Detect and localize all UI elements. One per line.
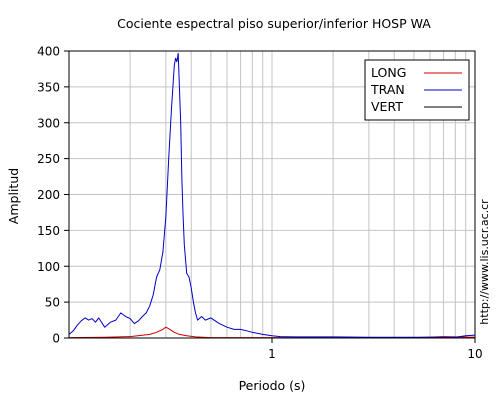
y-tick-label: 50: [45, 296, 60, 310]
y-tick-label: 100: [37, 260, 60, 274]
legend-label-vert: VERT: [371, 99, 403, 114]
legend-label-long: LONG: [371, 65, 406, 80]
legend: LONG TRAN VERT: [364, 59, 470, 121]
y-tick-label: 200: [37, 188, 60, 202]
y-axis-label: Amplitud: [6, 168, 21, 224]
y-tick-label: 250: [37, 152, 60, 166]
x-axis-ticks: 1 10: [268, 338, 483, 361]
y-tick-label: 300: [37, 116, 60, 130]
y-tick-label: 400: [37, 45, 60, 59]
y-tick-label: 150: [37, 224, 60, 238]
y-tick-label: 350: [37, 80, 60, 94]
x-tick-label: 10: [467, 347, 482, 361]
x-tick-label: 1: [268, 347, 276, 361]
x-axis-label: Periodo (s): [239, 378, 306, 393]
y-axis-ticks: 0 50 100 150 200 250 300 350 400: [37, 45, 69, 346]
series-line-tran: [68, 52, 476, 338]
chart-title: Cociente espectral piso superior/inferio…: [117, 16, 431, 31]
y-tick-label: 0: [52, 332, 60, 346]
legend-label-tran: TRAN: [370, 82, 405, 97]
side-url-label: http://www.lis.ucr.ac.cr: [478, 199, 491, 325]
